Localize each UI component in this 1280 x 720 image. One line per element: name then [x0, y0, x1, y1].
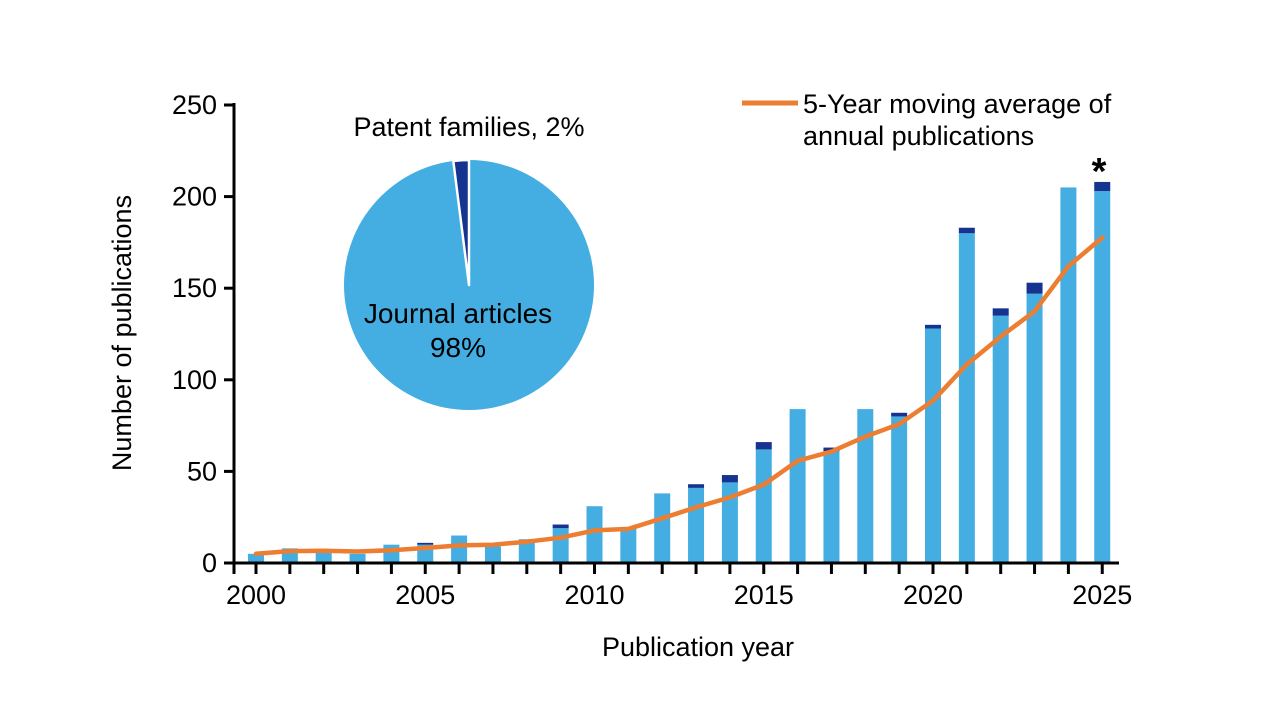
bar-journal-2021: [958, 233, 975, 564]
bar-journal-2016: [789, 409, 806, 563]
bar-journal-2004: [383, 544, 400, 563]
bar-patent-2019: [891, 412, 908, 417]
bar-journal-2014: [721, 482, 738, 563]
y-axis-title: Number of publications: [107, 195, 137, 471]
y-tick-label-250: 250: [172, 90, 217, 120]
x-tick-label-2000: 2000: [226, 580, 286, 610]
bar-journal-2011: [620, 528, 637, 563]
legend: 5-Year moving average of annual publicat…: [742, 89, 1112, 151]
bar-journal-2002: [315, 550, 332, 563]
x-tick-label-2010: 2010: [564, 580, 624, 610]
bar-patent-2025: [1094, 181, 1111, 192]
x-tick-label-2025: 2025: [1072, 580, 1132, 610]
pie-journal-label: Journal articles: [364, 298, 552, 329]
bar-journal-2022: [992, 315, 1009, 563]
bar-journal-2003: [349, 553, 366, 563]
bar-patent-2022: [992, 308, 1009, 316]
legend-label-line2: annual publications: [803, 121, 1034, 151]
bar-journal-2009: [552, 528, 569, 563]
bar-patent-2014: [721, 475, 738, 483]
bar-patent-2005: [417, 542, 434, 545]
x-tick-label-2015: 2015: [734, 580, 794, 610]
bar-patent-2020: [925, 324, 941, 329]
moving-average-line-group: [253, 235, 1105, 557]
y-tick-label-0: 0: [202, 548, 217, 578]
bar-patent-2009: [552, 524, 569, 529]
bar-patent-2013: [688, 484, 705, 488]
bar-patent-2015: [755, 442, 772, 450]
y-tick-label-50: 50: [187, 456, 217, 486]
bar-journal-2000: [248, 553, 264, 563]
pie-chart-inset: [344, 158, 594, 410]
bar-journal-2012: [654, 493, 671, 563]
bar-journal-2018: [857, 409, 874, 563]
bar-journal-2017: [823, 451, 840, 563]
bar-journal-2025: [1094, 191, 1111, 563]
bar-journal-2024: [1060, 187, 1077, 563]
bar-journal-2007: [484, 546, 501, 563]
y-tick-label-150: 150: [172, 273, 217, 303]
x-tick-label-2020: 2020: [903, 580, 963, 610]
moving-average-line: [253, 235, 1105, 557]
bars-group: [248, 181, 1111, 564]
bar-journal-2006: [451, 535, 468, 563]
y-tick-label-200: 200: [172, 182, 217, 212]
pie-patent-slice: [452, 158, 471, 287]
y-tick-label-100: 100: [172, 365, 217, 395]
asterisk-annotation: *: [1092, 151, 1107, 193]
bar-journal-2019: [891, 416, 908, 563]
bar-journal-2020: [925, 328, 941, 563]
axes-group: 0 50 100 150 200 250 2000 2005 2010 2015 2020 2025: [172, 90, 1132, 610]
bar-journal-2010: [586, 506, 603, 563]
x-tick-label-2005: 2005: [395, 580, 455, 610]
x-axis-title: Publication year: [602, 632, 794, 662]
bar-patent-2023: [1026, 282, 1043, 294]
bar-patent-2021: [958, 227, 975, 234]
pie-patent-label: Patent families, 2%: [353, 112, 584, 142]
pie-journal-percentage: 98%: [430, 332, 486, 363]
bar-journal-2013: [688, 487, 705, 563]
bar-journal-2008: [518, 539, 535, 563]
legend-label-line1: 5-Year moving average of: [803, 89, 1112, 119]
bar-journal-2015: [755, 449, 772, 563]
bar-journal-2023: [1026, 293, 1043, 563]
